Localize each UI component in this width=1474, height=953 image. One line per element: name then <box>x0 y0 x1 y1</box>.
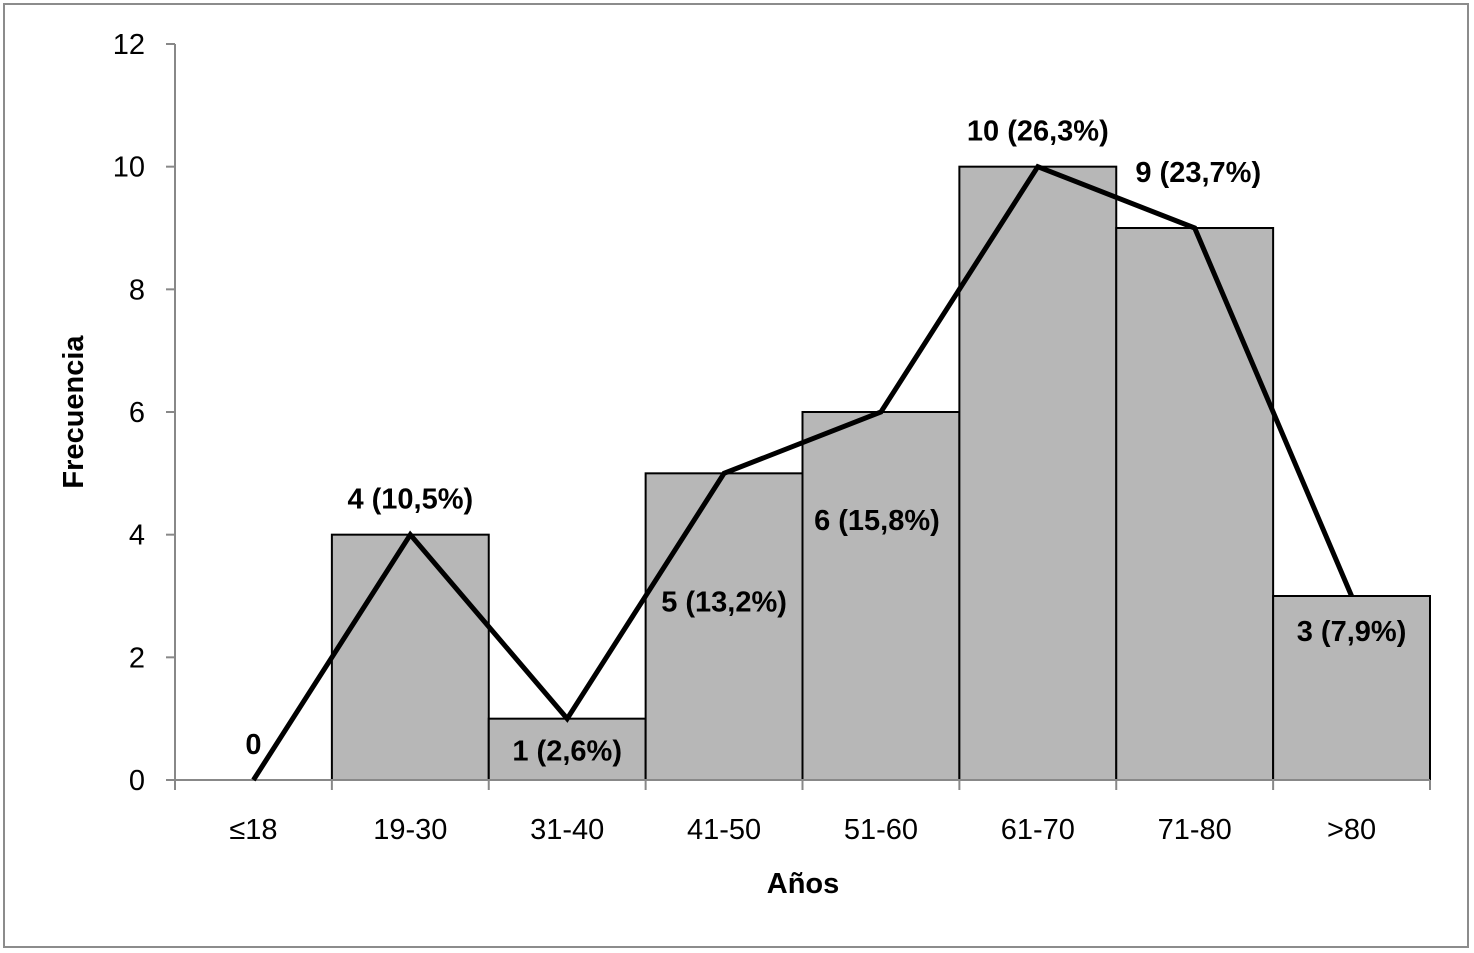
y-tick-label: 6 <box>129 397 145 429</box>
x-tick-label: ≤18 <box>229 814 277 846</box>
data-label: 10 (26,3%) <box>967 116 1109 148</box>
x-tick-label: 51-60 <box>844 814 918 846</box>
frequency-polygon <box>251 163 1354 782</box>
x-tick-label: 31-40 <box>530 814 604 846</box>
bar-51-60 <box>801 411 961 781</box>
bar-19-30 <box>330 533 490 782</box>
y-tick-label: 8 <box>129 274 145 306</box>
y-tick-label: 10 <box>113 152 145 184</box>
bar-31-40 <box>487 717 647 782</box>
x-tick-label: 71-80 <box>1158 814 1232 846</box>
x-axis-title: Años <box>767 868 840 900</box>
data-label: 9 (23,7%) <box>1135 157 1261 189</box>
frequency-line <box>251 163 1354 782</box>
y-tick-label: 2 <box>129 642 145 674</box>
data-label: 1 (2,6%) <box>512 736 622 768</box>
x-tick-label: 19-30 <box>373 814 447 846</box>
x-tick-label: >80 <box>1327 814 1376 846</box>
x-tick-label: 61-70 <box>1001 814 1075 846</box>
data-label: 4 (10,5%) <box>347 484 473 516</box>
y-tick-label: 12 <box>113 29 145 61</box>
bars <box>330 165 1431 782</box>
bar-71-80 <box>1115 227 1275 781</box>
y-tick-label: 0 <box>129 765 145 797</box>
data-labels: 0 4 (10,5%) 1 (2,6%) 5 (13,2%) 6 (15,8%) 10 (… <box>245 116 1406 768</box>
bar-61-70 <box>958 165 1118 781</box>
data-label: 5 (13,2%) <box>661 586 787 618</box>
bar-41-50 <box>644 472 804 781</box>
x-tick-label: 41-50 <box>687 814 761 846</box>
y-tick-label: 4 <box>129 520 145 552</box>
data-label: 0 <box>245 729 261 761</box>
axes: 0 2 4 6 8 10 12 ≤18 19-30 31-40 41-50 51-60 61-70 71-… <box>113 29 1431 846</box>
data-label: 6 (15,8%) <box>814 505 940 537</box>
y-axis-title: Frecuencia <box>58 335 90 489</box>
data-label: 3 (7,9%) <box>1297 616 1407 648</box>
